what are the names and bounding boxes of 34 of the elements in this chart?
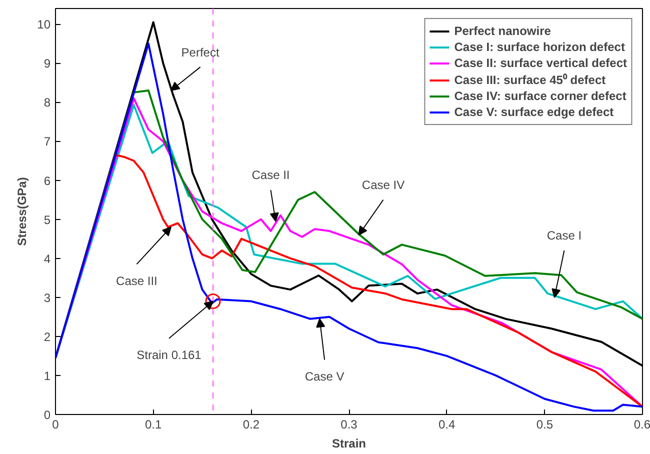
annotation: Perfect bbox=[181, 45, 220, 60]
x-tick-label: 0.6 bbox=[634, 418, 650, 432]
x-tick-label: 0.1 bbox=[144, 418, 162, 432]
y-tick-label: 4 bbox=[44, 252, 51, 266]
legend-label: Case III: surface 45⁰ defect bbox=[454, 72, 606, 88]
y-tick-label: 3 bbox=[44, 290, 51, 305]
x-tick-label: 0.3 bbox=[340, 418, 358, 432]
y-tick-label: 9 bbox=[44, 56, 51, 71]
legend-label: Case II: surface vertical defect bbox=[454, 55, 627, 71]
y-tick-label: 10 bbox=[37, 18, 51, 32]
annotation: Strain 0.161 bbox=[136, 348, 202, 362]
annotation: Case II bbox=[252, 168, 290, 182]
y-tick-label: 1 bbox=[44, 368, 51, 383]
annotation: Case V bbox=[304, 370, 344, 384]
annotation: Case I bbox=[546, 228, 582, 243]
y-tick-label: 7 bbox=[44, 134, 51, 149]
legend-label: Case V: surface edge defect bbox=[454, 104, 614, 120]
y-tick-label: 8 bbox=[44, 96, 51, 110]
x-tick-label: 0.4 bbox=[438, 418, 456, 432]
line-series bbox=[56, 42, 642, 412]
x-axis-title: Strain bbox=[332, 436, 366, 450]
annotation: Case III bbox=[116, 274, 158, 288]
y-tick-label: 2 bbox=[44, 330, 51, 344]
y-axis-title: Stress(GPa) bbox=[15, 177, 30, 246]
annotation: Case IV bbox=[362, 178, 405, 192]
legend-label: Case I: surface horizon defect bbox=[454, 39, 625, 55]
legend-label: Perfect nanowire bbox=[454, 23, 551, 39]
y-tick-label: 6 bbox=[44, 174, 51, 188]
x-tick-label: 0.2 bbox=[242, 418, 260, 432]
x-tick-label: 0.5 bbox=[536, 418, 554, 432]
legend-label: Case IV: surface corner defect bbox=[454, 88, 626, 104]
x-tick-label: 0 bbox=[52, 418, 60, 432]
y-tick-label: 0 bbox=[44, 408, 51, 422]
y-tick-label: 5 bbox=[44, 212, 51, 227]
